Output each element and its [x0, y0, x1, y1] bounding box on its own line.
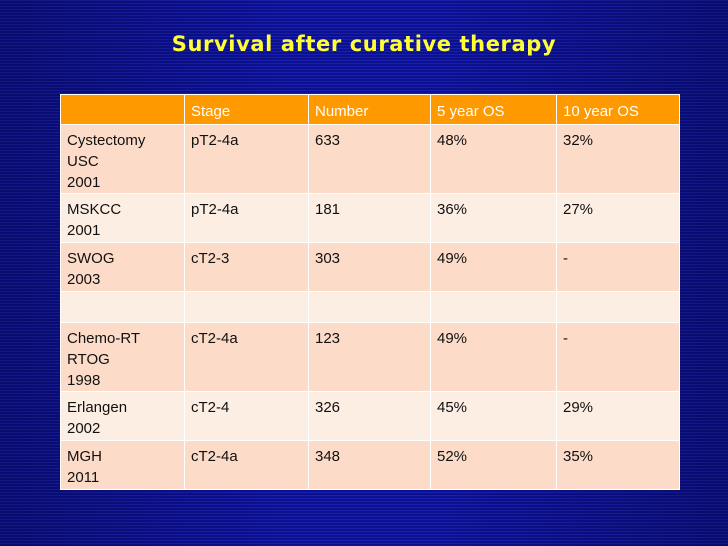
table-row: MSKCC 2001 pT2-4a 181 36% 27%: [60, 193, 680, 243]
number-cell: 633: [308, 124, 431, 194]
table-row: Erlangen 2002 cT2-4 326 45% 29%: [60, 391, 680, 441]
os5-cell: 52%: [430, 440, 557, 490]
os10-cell: -: [556, 242, 680, 292]
header-cell-5-year-os: 5 year OS: [430, 94, 557, 125]
row-label-cell: Erlangen 2002: [60, 391, 185, 441]
row-label-cell: MGH 2011: [60, 440, 185, 490]
table-row: Cystectomy USC 2001 pT2-4a 633 48% 32%: [60, 124, 680, 194]
os10-cell: -: [556, 322, 680, 392]
empty-cell: [308, 291, 431, 323]
row-label-cell: Chemo-RT RTOG 1998: [60, 322, 185, 392]
os5-cell: 48%: [430, 124, 557, 194]
number-cell: 123: [308, 322, 431, 392]
empty-cell: [60, 291, 185, 323]
header-cell-number: Number: [308, 94, 431, 125]
stage-cell: cT2-4a: [184, 322, 309, 392]
os5-cell: 36%: [430, 193, 557, 243]
slide-title: Survival after curative therapy: [171, 32, 557, 56]
stage-cell: pT2-4a: [184, 124, 309, 194]
empty-cell: [556, 291, 680, 323]
os5-cell: 49%: [430, 322, 557, 392]
table-row-spacer: [60, 291, 680, 323]
survival-table: Stage Number 5 year OS 10 year OS Cystec…: [60, 94, 680, 490]
table-header-row: Stage Number 5 year OS 10 year OS: [60, 94, 680, 125]
header-cell-10-year-os: 10 year OS: [556, 94, 680, 125]
table-row: MGH 2011 cT2-4a 348 52% 35%: [60, 440, 680, 490]
empty-cell: [430, 291, 557, 323]
os5-cell: 49%: [430, 242, 557, 292]
stage-cell: cT2-4: [184, 391, 309, 441]
empty-cell: [184, 291, 309, 323]
number-cell: 181: [308, 193, 431, 243]
os10-cell: 27%: [556, 193, 680, 243]
os10-cell: 29%: [556, 391, 680, 441]
row-label-cell: Cystectomy USC 2001: [60, 124, 185, 194]
stage-cell: pT2-4a: [184, 193, 309, 243]
header-cell-stage: Stage: [184, 94, 309, 125]
table-row: SWOG 2003 cT2-3 303 49% -: [60, 242, 680, 292]
number-cell: 348: [308, 440, 431, 490]
os10-cell: 35%: [556, 440, 680, 490]
os10-cell: 32%: [556, 124, 680, 194]
survival-table-container: Stage Number 5 year OS 10 year OS Cystec…: [60, 94, 680, 490]
os5-cell: 45%: [430, 391, 557, 441]
row-label-cell: MSKCC 2001: [60, 193, 185, 243]
header-cell-corner: [60, 94, 185, 125]
number-cell: 326: [308, 391, 431, 441]
stage-cell: cT2-3: [184, 242, 309, 292]
stage-cell: cT2-4a: [184, 440, 309, 490]
table-row: Chemo-RT RTOG 1998 cT2-4a 123 49% -: [60, 322, 680, 392]
row-label-cell: SWOG 2003: [60, 242, 185, 292]
number-cell: 303: [308, 242, 431, 292]
